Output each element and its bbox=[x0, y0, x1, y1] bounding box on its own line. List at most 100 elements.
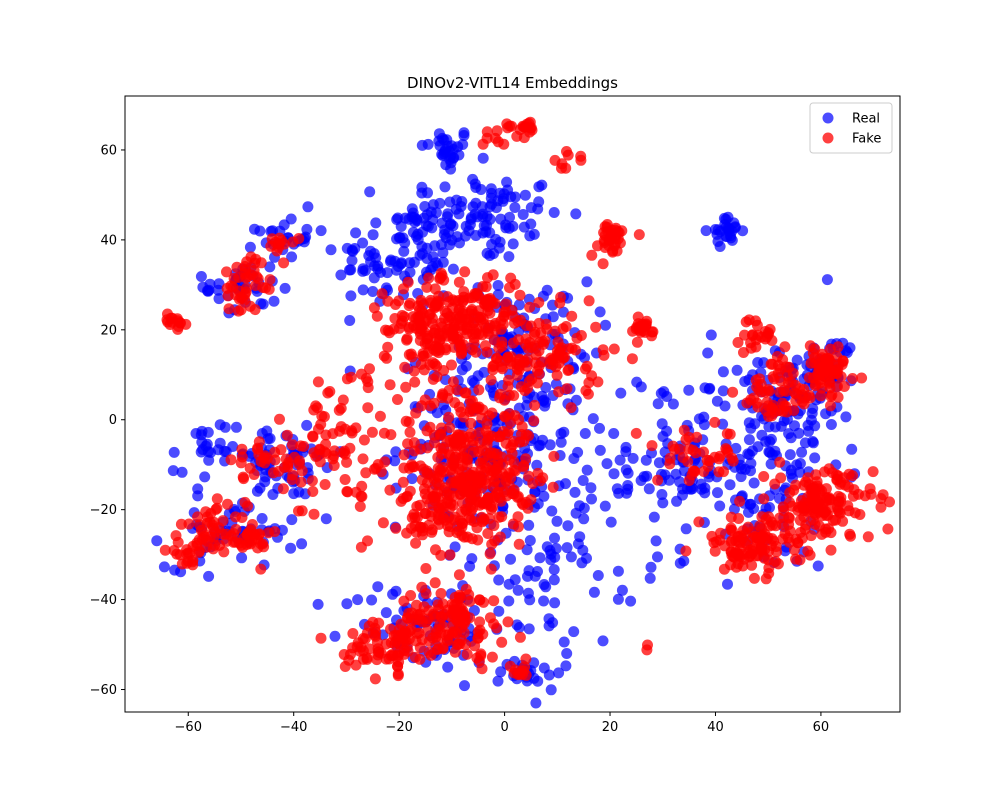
point-fake bbox=[702, 455, 713, 466]
point-fake bbox=[436, 448, 447, 459]
point-fake bbox=[454, 402, 465, 413]
point-fake bbox=[341, 457, 352, 468]
point-fake bbox=[312, 402, 323, 413]
point-real bbox=[345, 290, 356, 301]
point-fake bbox=[268, 467, 279, 478]
point-fake bbox=[563, 365, 574, 376]
point-fake bbox=[453, 464, 464, 475]
point-real bbox=[199, 471, 210, 482]
point-real bbox=[427, 261, 438, 272]
point-fake bbox=[454, 569, 465, 580]
point-fake bbox=[558, 323, 569, 334]
point-real bbox=[552, 516, 563, 527]
point-real bbox=[719, 219, 730, 230]
point-fake bbox=[647, 440, 658, 451]
point-fake bbox=[720, 443, 731, 454]
point-fake bbox=[225, 281, 236, 292]
point-fake bbox=[609, 344, 620, 355]
point-real bbox=[202, 439, 213, 450]
point-real bbox=[621, 464, 632, 475]
point-fake bbox=[442, 605, 453, 616]
point-fake bbox=[282, 430, 293, 441]
point-real bbox=[326, 244, 337, 255]
point-real bbox=[269, 296, 280, 307]
point-fake bbox=[320, 479, 331, 490]
point-fake bbox=[402, 333, 413, 344]
point-real bbox=[594, 423, 605, 434]
point-fake bbox=[451, 476, 462, 487]
point-real bbox=[622, 480, 633, 491]
point-real bbox=[826, 419, 837, 430]
point-fake bbox=[777, 519, 788, 530]
point-fake bbox=[527, 478, 538, 489]
point-real bbox=[203, 571, 214, 582]
point-real bbox=[702, 348, 713, 359]
point-real bbox=[573, 538, 584, 549]
point-fake bbox=[255, 538, 266, 549]
point-fake bbox=[810, 487, 821, 498]
point-fake bbox=[508, 338, 519, 349]
point-real bbox=[215, 419, 226, 430]
point-fake bbox=[813, 367, 824, 378]
point-real bbox=[367, 286, 378, 297]
point-fake bbox=[371, 654, 382, 665]
point-fake bbox=[482, 528, 493, 539]
point-fake bbox=[418, 348, 429, 359]
point-fake bbox=[790, 480, 801, 491]
point-fake bbox=[367, 427, 378, 438]
point-real bbox=[586, 494, 597, 505]
point-real bbox=[560, 478, 571, 489]
point-real bbox=[600, 320, 611, 331]
point-real bbox=[553, 667, 564, 678]
point-fake bbox=[472, 522, 483, 533]
point-real bbox=[513, 585, 524, 596]
point-fake bbox=[493, 461, 504, 472]
point-fake bbox=[756, 379, 767, 390]
point-real bbox=[739, 376, 750, 387]
point-real bbox=[562, 520, 573, 531]
point-real bbox=[532, 204, 543, 215]
point-fake bbox=[385, 379, 396, 390]
point-fake bbox=[470, 347, 481, 358]
point-fake bbox=[774, 457, 785, 468]
point-fake bbox=[820, 527, 831, 538]
point-real bbox=[699, 483, 710, 494]
legend-label-real: Real bbox=[852, 112, 880, 127]
point-real bbox=[570, 487, 581, 498]
point-fake bbox=[823, 353, 834, 364]
point-real bbox=[822, 274, 833, 285]
point-fake bbox=[868, 466, 879, 477]
point-fake bbox=[734, 496, 745, 507]
point-fake bbox=[882, 524, 893, 535]
point-fake bbox=[781, 407, 792, 418]
point-real bbox=[523, 520, 534, 531]
point-fake bbox=[682, 456, 693, 467]
point-fake bbox=[245, 463, 256, 474]
point-fake bbox=[240, 261, 251, 272]
point-real bbox=[385, 256, 396, 267]
point-real bbox=[504, 579, 515, 590]
point-fake bbox=[466, 428, 477, 439]
point-real bbox=[796, 447, 807, 458]
point-real bbox=[196, 271, 207, 282]
point-fake bbox=[554, 298, 565, 309]
point-real bbox=[509, 202, 520, 213]
point-fake bbox=[432, 299, 443, 310]
point-fake bbox=[812, 476, 823, 487]
point-real bbox=[645, 573, 656, 584]
point-real bbox=[452, 231, 463, 242]
point-fake bbox=[769, 479, 780, 490]
point-real bbox=[845, 342, 856, 353]
point-fake bbox=[424, 636, 435, 647]
point-fake bbox=[278, 483, 289, 494]
point-fake bbox=[278, 257, 289, 268]
point-real bbox=[580, 428, 591, 439]
point-fake bbox=[592, 240, 603, 251]
point-real bbox=[372, 581, 383, 592]
point-fake bbox=[254, 436, 265, 447]
point-real bbox=[549, 564, 560, 575]
point-fake bbox=[487, 652, 498, 663]
point-real bbox=[524, 623, 535, 634]
point-fake bbox=[484, 410, 495, 421]
point-fake bbox=[405, 590, 416, 601]
